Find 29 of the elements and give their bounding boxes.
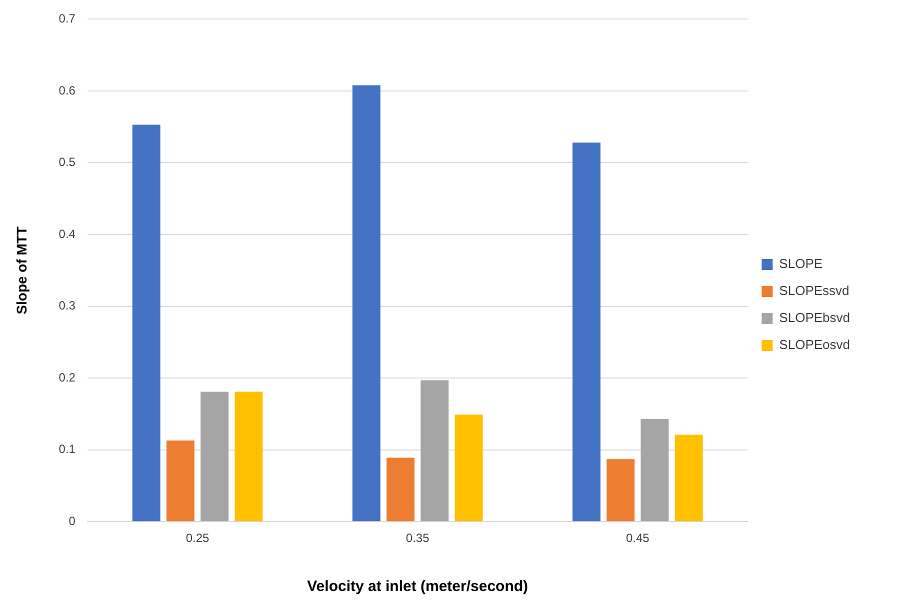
y-tick-label: 0.6 xyxy=(58,83,76,98)
bar xyxy=(200,392,229,522)
legend-label: SLOPE xyxy=(779,256,823,272)
bar xyxy=(234,392,263,522)
y-axis-title: Slope of MTT xyxy=(13,226,30,314)
bar xyxy=(640,418,669,522)
x-axis-title: Velocity at inlet (meter/second) xyxy=(307,578,528,596)
legend-label: SLOPEbsvd xyxy=(779,310,850,326)
y-tick-label: 0.5 xyxy=(58,155,76,170)
y-tick-label: 0.2 xyxy=(58,370,76,384)
y-tick-label: 0.1 xyxy=(58,442,76,456)
y-tick-label: 0.7 xyxy=(58,12,76,26)
y-tick-label: 0.4 xyxy=(58,226,76,241)
bar xyxy=(454,414,483,522)
legend-label: SLOPEssvd xyxy=(779,283,850,298)
legend-label: SLOPEosvd xyxy=(779,337,850,352)
x-tick-label: 0.35 xyxy=(406,531,430,546)
bar xyxy=(674,434,703,522)
bar xyxy=(572,142,600,522)
bar xyxy=(420,380,449,522)
bar xyxy=(132,124,160,522)
y-tick-label: 0 xyxy=(68,514,76,528)
bar xyxy=(352,85,380,522)
bar xyxy=(606,459,635,522)
bar xyxy=(166,440,194,522)
y-tick-label: 0.3 xyxy=(58,298,76,313)
bar xyxy=(386,458,415,522)
x-tick-label: 0.25 xyxy=(186,531,210,546)
x-tick-label: 0.45 xyxy=(626,531,650,546)
